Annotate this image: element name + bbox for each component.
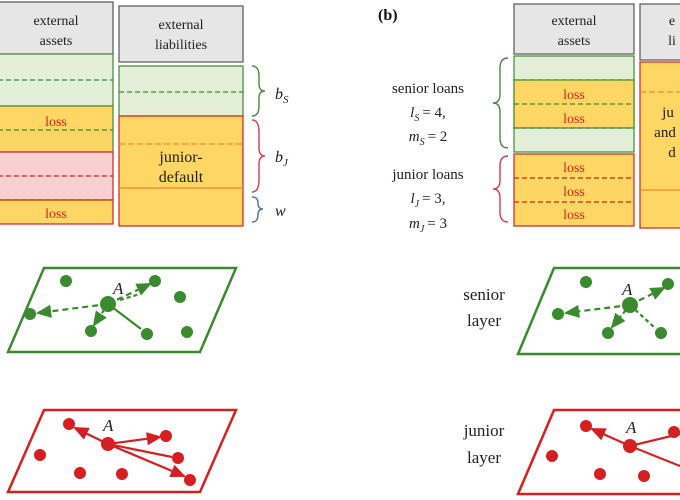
panel-a: external assets loss loss external liabi… xyxy=(0,2,289,492)
w-brace xyxy=(252,197,263,222)
panel-b-senior-node-a-label: A xyxy=(621,280,633,299)
junior-loans-title: junior loans xyxy=(391,167,463,183)
panel-a-junior-layer: A xyxy=(8,410,236,492)
panel-b: (b) external assets loss loss loss loss … xyxy=(378,4,680,494)
panel-a-junior-node-a-label: A xyxy=(102,416,114,435)
junior-default-label-2: default xyxy=(159,169,204,186)
senior-loans-l: lS = 4, xyxy=(410,105,446,124)
panel-b-assets-column: external assets loss loss loss loss loss xyxy=(514,4,634,226)
panel-b-assets-header-2: assets xyxy=(558,34,591,49)
panel-b-loss-2: loss xyxy=(563,112,585,127)
panel-a-braces: bS bJ w xyxy=(252,66,289,222)
senior-layer-label-1: senior xyxy=(463,285,505,304)
panel-a-liabilities-header-1: external xyxy=(158,18,203,33)
panel-b-senior-plane xyxy=(518,268,680,354)
panel-a-senior-layer: A xyxy=(8,268,236,352)
senior-loans-brace xyxy=(493,58,508,148)
bs-brace xyxy=(252,66,265,116)
panel-a-liabilities-column: external liabilities junior- default xyxy=(119,6,243,226)
panel-b-loss-3: loss xyxy=(563,161,585,176)
bj-label: bJ xyxy=(275,149,289,169)
senior-loans-title: senior loans xyxy=(392,81,464,97)
senior-layer-label-2: layer xyxy=(467,311,501,330)
panel-b-liab-header-1: e xyxy=(669,14,675,29)
panel-b-liab-text-3: d xyxy=(668,145,676,161)
w-label: w xyxy=(275,203,286,220)
junior-loans-m: mJ = 3 xyxy=(409,216,447,235)
senior-loans-m: mS = 2 xyxy=(409,129,448,148)
panel-b-label: (b) xyxy=(378,7,398,24)
panel-b-assets-header-1: external xyxy=(551,14,596,29)
senior-loans-annotation: senior loans lS = 4, mS = 2 xyxy=(392,58,508,148)
bs-label: bS xyxy=(275,86,289,106)
panel-a-loss-label-2: loss xyxy=(45,207,67,222)
panel-a-loss-label-1: loss xyxy=(45,115,67,130)
panel-a-assets-header-2: assets xyxy=(40,34,73,49)
panel-b-loss-1: loss xyxy=(563,88,585,103)
panel-b-junior-plane xyxy=(518,410,680,494)
liabilities-senior-block xyxy=(119,66,243,116)
panel-b-liab-text-1: ju xyxy=(661,105,674,121)
panel-b-liab-text-2: and xyxy=(654,125,676,141)
panel-b-junior-layer: A xyxy=(518,410,680,494)
junior-layer-label-1: junior xyxy=(463,421,505,440)
panel-b-loss-5: loss xyxy=(563,208,585,223)
junior-layer-label-2: layer xyxy=(467,448,501,467)
junior-default-label-1: junior- xyxy=(158,149,202,166)
junior-loans-brace xyxy=(493,156,508,222)
panel-b-liabilities-column: e li ju and d xyxy=(640,4,680,228)
panel-a-assets-column: external assets loss loss xyxy=(0,2,113,224)
panel-a-liabilities-header-2: liabilities xyxy=(155,38,207,53)
junior-loans-l: lJ = 3, xyxy=(410,191,445,210)
junior-loans-annotation: junior loans lJ = 3, mJ = 3 xyxy=(391,156,508,235)
panel-b-liab-header-2: li xyxy=(668,34,676,49)
panel-b-senior-layer: A xyxy=(518,268,680,354)
panel-a-assets-header-1: external xyxy=(33,14,78,29)
panel-a-node-a-label: A xyxy=(112,279,124,298)
bj-brace xyxy=(252,120,265,192)
panel-b-junior-node-a-label: A xyxy=(625,418,637,437)
panel-b-loss-4: loss xyxy=(563,185,585,200)
